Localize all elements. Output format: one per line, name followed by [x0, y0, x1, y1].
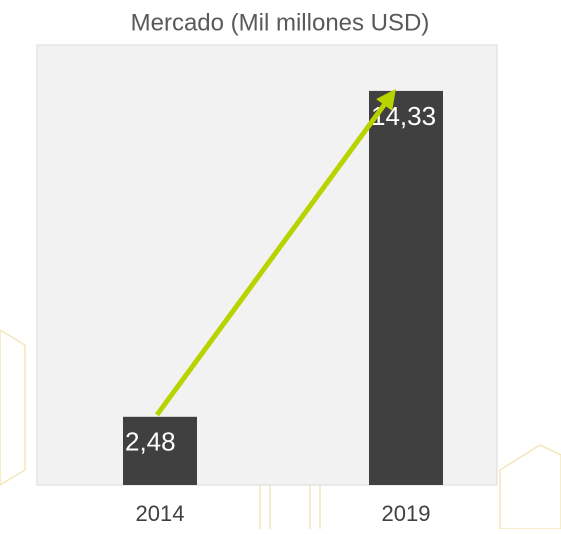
- hexagon-decoration: [499, 444, 561, 530]
- hexagon-decoration: [0, 329, 26, 486]
- x-tick-label: 2014: [136, 501, 185, 526]
- value-label: 2,48: [125, 427, 176, 457]
- bar: [369, 90, 443, 486]
- chart-title: Mercado (Mil millones USD): [131, 9, 430, 36]
- x-tick-label: 2019: [382, 501, 431, 526]
- growth-arrow: [154, 88, 396, 417]
- bar: [123, 416, 197, 485]
- background-pattern: [0, 329, 561, 530]
